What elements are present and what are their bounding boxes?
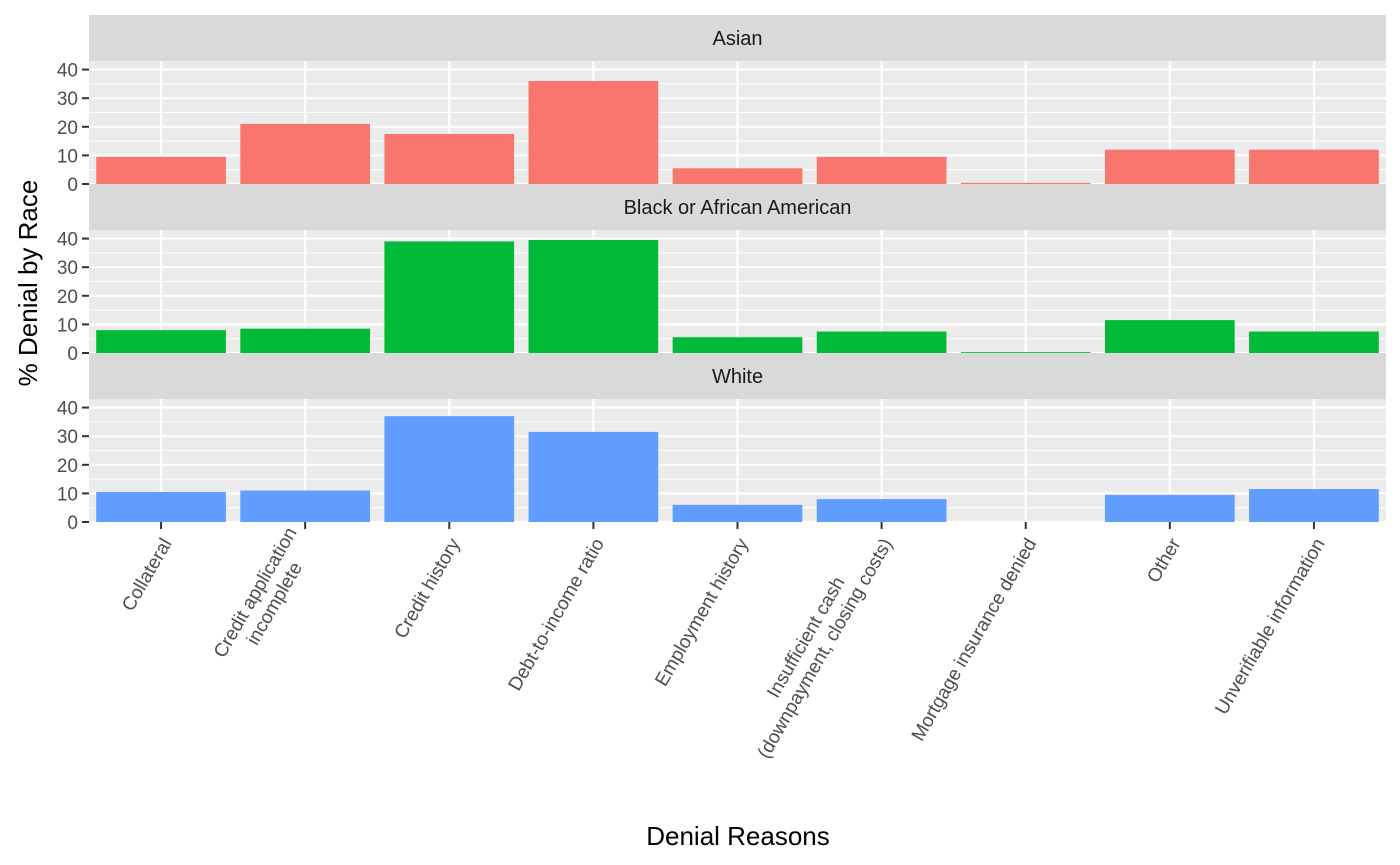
y-tick-label: 40	[57, 61, 78, 82]
x-axis-title: Denial Reasons	[646, 821, 830, 851]
y-tick-label: 40	[57, 230, 78, 251]
y-tick-label: 10	[57, 484, 78, 505]
bar	[1104, 320, 1235, 353]
bar	[240, 328, 371, 353]
x-tick-label: Mortgage insurance denied	[908, 535, 1041, 745]
bar	[528, 240, 659, 353]
facet-strip	[89, 15, 1386, 61]
facet-panels: Asian 0 10 20 30 40 Black or African American 0…	[57, 15, 1386, 534]
y-axis-title: % Denial by Race	[13, 180, 43, 387]
bar	[672, 337, 803, 353]
x-axis: Collateral Credit applicationincomplete Cr…	[118, 522, 1329, 762]
bar	[96, 330, 226, 353]
bar	[960, 182, 1091, 184]
y-tick-label: 10	[57, 315, 78, 336]
facet-panel: Asian 0 10 20 30 40	[57, 15, 1386, 196]
y-tick-label: 40	[57, 399, 78, 420]
facet-panel: White 0 10 20 30 40	[57, 353, 1386, 534]
facet-strip-label: White	[712, 366, 763, 388]
bar	[960, 352, 1091, 353]
y-tick-label: 30	[57, 89, 78, 110]
x-tick-label: Credit applicationincomplete	[210, 524, 321, 673]
facet-strip-label: Asian	[712, 28, 762, 50]
bar	[1104, 149, 1235, 184]
facet-strip-label: Black or African American	[624, 197, 852, 219]
facet-strip	[89, 353, 1386, 399]
x-tick-label: Credit history	[391, 535, 465, 643]
bar	[1249, 489, 1379, 522]
bar	[384, 416, 515, 522]
y-tick-label: 20	[57, 456, 78, 477]
x-tick-label: Unverifiable information	[1211, 535, 1329, 718]
x-tick-label: Collateral	[118, 535, 176, 615]
bar	[816, 499, 947, 522]
bar	[816, 331, 947, 353]
y-tick-label: 10	[57, 146, 78, 167]
x-tick-label: Insufficient cash(downpayment, closing c…	[735, 524, 897, 762]
bar	[816, 156, 947, 184]
bar	[1249, 149, 1379, 184]
bar	[528, 81, 659, 184]
bar	[384, 241, 515, 353]
bar	[384, 133, 515, 184]
bar	[240, 123, 371, 184]
y-tick-label: 0	[67, 175, 78, 196]
y-tick-label: 20	[57, 118, 78, 139]
bar	[672, 168, 803, 184]
bar	[240, 490, 371, 522]
bar	[96, 491, 226, 522]
facet-strip	[89, 184, 1386, 230]
facet-panel: Black or African American 0 10 20 30 40	[57, 184, 1386, 365]
bar	[96, 156, 226, 184]
bar	[528, 431, 659, 522]
y-tick-label: 0	[67, 513, 78, 534]
x-tick-label: Debt-to-income ratio	[505, 535, 609, 695]
bar	[672, 504, 803, 522]
bar	[1104, 494, 1235, 522]
x-tick-label: Employment history	[651, 535, 753, 690]
y-tick-label: 30	[57, 427, 78, 448]
x-tick-label: Other	[1143, 534, 1185, 586]
y-tick-label: 0	[67, 344, 78, 365]
bar	[1249, 331, 1379, 353]
y-tick-label: 20	[57, 287, 78, 308]
y-tick-label: 30	[57, 258, 78, 279]
